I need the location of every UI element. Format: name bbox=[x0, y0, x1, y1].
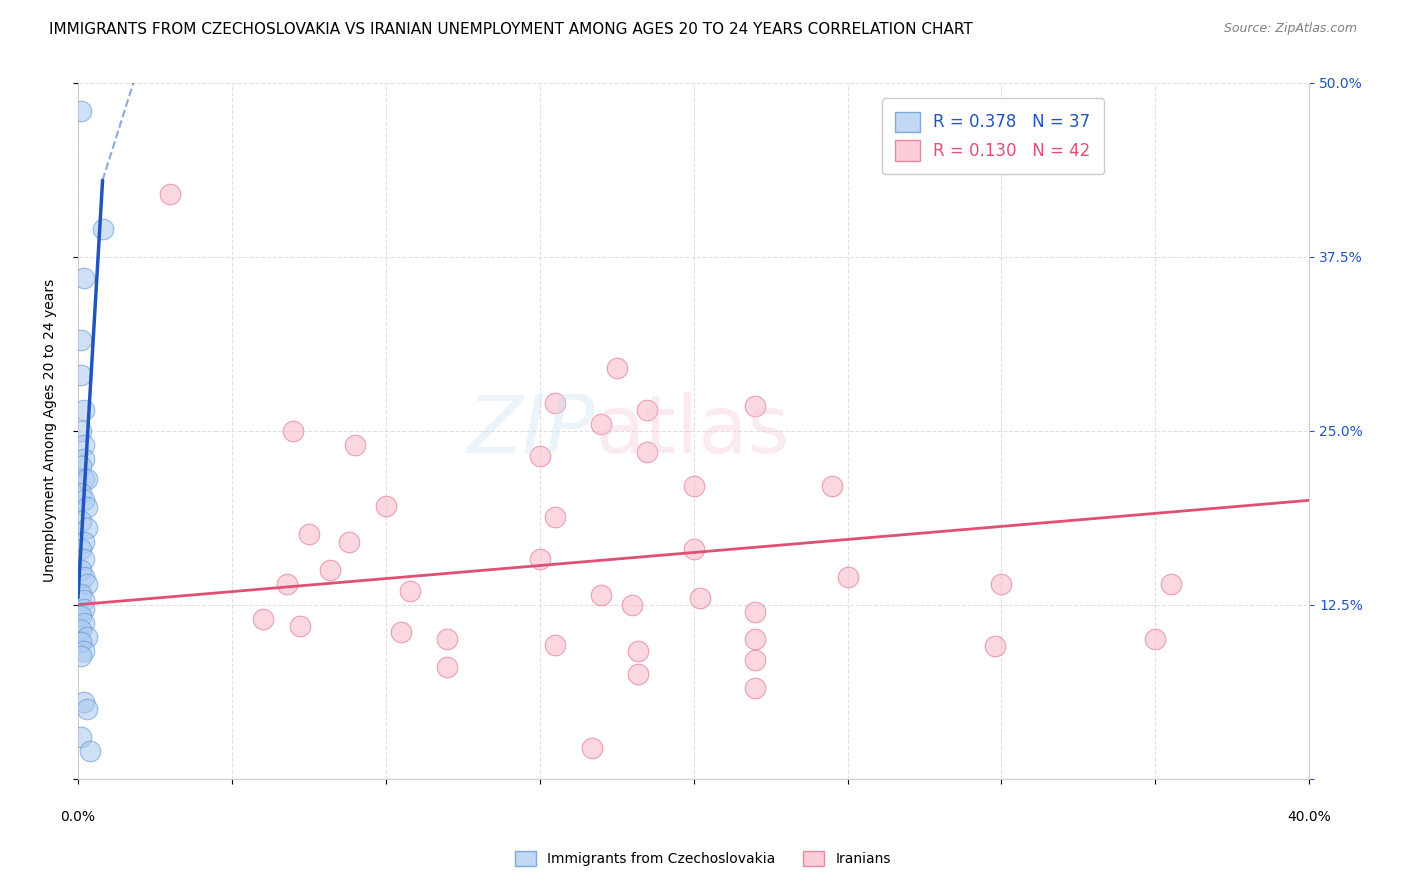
Text: 40.0%: 40.0% bbox=[1288, 810, 1331, 824]
Point bbox=[73, 451, 96, 466]
Point bbox=[70, 334, 93, 348]
Point bbox=[744, 605, 766, 619]
Point bbox=[70, 514, 93, 528]
Point bbox=[73, 570, 96, 584]
Point bbox=[744, 653, 766, 667]
Point bbox=[389, 625, 412, 640]
Point bbox=[76, 500, 98, 515]
Text: ZIP: ZIP bbox=[468, 392, 595, 470]
Point bbox=[73, 535, 96, 549]
Text: atlas: atlas bbox=[595, 392, 790, 470]
Point bbox=[319, 563, 342, 577]
Text: Source: ZipAtlas.com: Source: ZipAtlas.com bbox=[1223, 22, 1357, 36]
Point bbox=[744, 681, 766, 695]
Point bbox=[1160, 576, 1182, 591]
Point bbox=[283, 424, 305, 438]
Point bbox=[73, 695, 96, 709]
Point bbox=[984, 640, 1007, 654]
Point bbox=[529, 449, 551, 463]
Point bbox=[627, 667, 650, 681]
Point bbox=[70, 541, 93, 556]
Point bbox=[544, 396, 567, 410]
Point bbox=[70, 586, 93, 600]
Point bbox=[436, 632, 458, 647]
Text: 0.0%: 0.0% bbox=[60, 810, 96, 824]
Point bbox=[591, 588, 613, 602]
Legend: Immigrants from Czechoslovakia, Iranians: Immigrants from Czechoslovakia, Iranians bbox=[510, 846, 896, 871]
Point bbox=[990, 576, 1012, 591]
Point bbox=[682, 479, 704, 493]
Point bbox=[436, 660, 458, 674]
Point bbox=[73, 493, 96, 508]
Point bbox=[529, 551, 551, 566]
Point bbox=[76, 576, 98, 591]
Point bbox=[73, 643, 96, 657]
Point bbox=[76, 521, 98, 535]
Point bbox=[252, 611, 274, 625]
Point bbox=[70, 563, 93, 577]
Point bbox=[73, 403, 96, 417]
Point bbox=[744, 399, 766, 413]
Point bbox=[591, 417, 613, 431]
Point bbox=[70, 649, 93, 664]
Y-axis label: Unemployment Among Ages 20 to 24 years: Unemployment Among Ages 20 to 24 years bbox=[44, 279, 58, 582]
Point bbox=[606, 361, 628, 376]
Point bbox=[70, 635, 93, 649]
Point bbox=[821, 479, 844, 493]
Point bbox=[544, 510, 567, 524]
Point bbox=[159, 187, 181, 202]
Point bbox=[627, 643, 650, 657]
Point bbox=[337, 535, 360, 549]
Legend: R = 0.378   N = 37, R = 0.130   N = 42: R = 0.378 N = 37, R = 0.130 N = 42 bbox=[882, 98, 1104, 174]
Point bbox=[288, 618, 311, 632]
Point bbox=[76, 630, 98, 644]
Point bbox=[544, 638, 567, 652]
Point bbox=[636, 403, 658, 417]
Point bbox=[73, 270, 96, 285]
Point bbox=[837, 570, 859, 584]
Point bbox=[73, 615, 96, 630]
Point bbox=[70, 458, 93, 473]
Point bbox=[73, 473, 96, 487]
Point bbox=[689, 591, 711, 605]
Point bbox=[1144, 632, 1167, 647]
Point bbox=[73, 551, 96, 566]
Point bbox=[343, 438, 366, 452]
Point bbox=[73, 602, 96, 616]
Point bbox=[70, 103, 93, 118]
Point bbox=[621, 598, 644, 612]
Point bbox=[70, 486, 93, 500]
Point bbox=[70, 424, 93, 438]
Point bbox=[76, 473, 98, 487]
Point bbox=[581, 741, 603, 756]
Point bbox=[73, 438, 96, 452]
Point bbox=[636, 444, 658, 458]
Point bbox=[91, 222, 114, 236]
Point bbox=[399, 583, 422, 598]
Point bbox=[276, 576, 298, 591]
Point bbox=[70, 608, 93, 623]
Point bbox=[70, 368, 93, 383]
Point bbox=[298, 526, 321, 541]
Point bbox=[744, 632, 766, 647]
Point bbox=[79, 744, 101, 758]
Point bbox=[682, 541, 704, 556]
Point bbox=[70, 623, 93, 637]
Point bbox=[76, 702, 98, 716]
Point bbox=[374, 499, 396, 513]
Point bbox=[70, 730, 93, 744]
Text: IMMIGRANTS FROM CZECHOSLOVAKIA VS IRANIAN UNEMPLOYMENT AMONG AGES 20 TO 24 YEARS: IMMIGRANTS FROM CZECHOSLOVAKIA VS IRANIA… bbox=[49, 22, 973, 37]
Point bbox=[73, 593, 96, 607]
